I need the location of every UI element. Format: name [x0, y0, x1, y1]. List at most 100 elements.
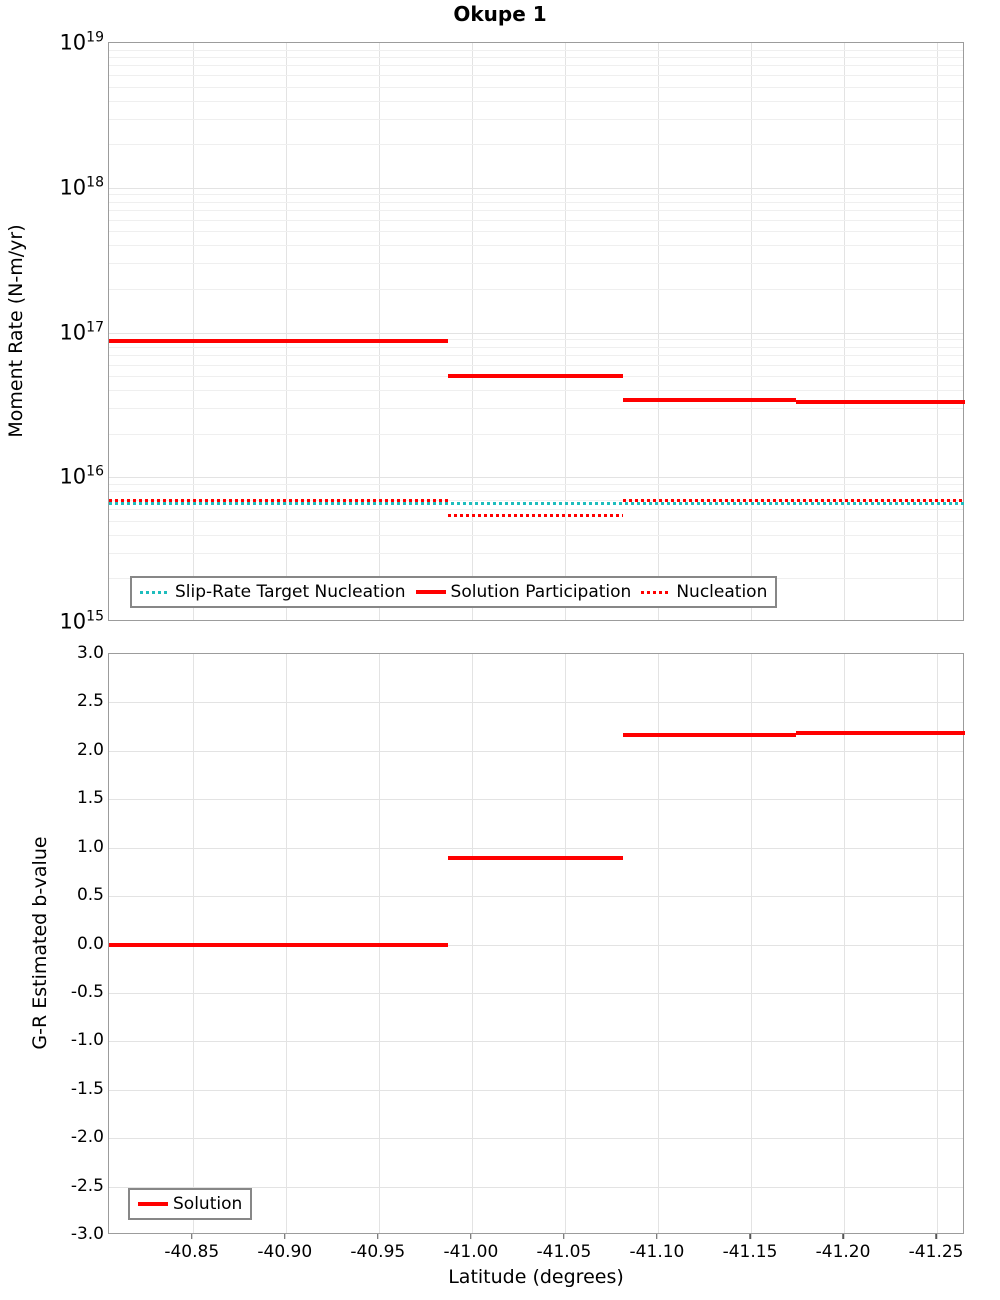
gridline-horizontal — [109, 1089, 963, 1091]
legend-label: Solution — [173, 1194, 243, 1214]
legend-moment-rate: Slip-Rate Target Nucleation Solution Part… — [130, 576, 778, 608]
gridline-horizontal — [109, 483, 963, 485]
series-segment-solution-participation — [109, 338, 448, 343]
y-tick-label-b-value: 2.5 — [76, 691, 104, 712]
gridline-horizontal — [109, 288, 963, 290]
x-tick-mark — [377, 1234, 379, 1239]
gridline-vertical — [471, 43, 473, 620]
legend-label: Solution Participation — [450, 582, 632, 602]
gridline-horizontal — [109, 201, 963, 203]
gridline-horizontal — [109, 231, 963, 233]
gridline-horizontal — [109, 992, 963, 994]
x-tick-mark — [470, 1234, 472, 1239]
gridline-horizontal — [109, 86, 963, 88]
y-axis-label-moment-rate: Moment Rate (N-m/yr) — [5, 224, 27, 438]
x-tick-label: -40.90 — [257, 1242, 313, 1262]
gridline-horizontal — [109, 944, 963, 946]
gridline-horizontal — [109, 552, 963, 554]
series-segment-nucleation — [109, 499, 448, 503]
gridline-vertical — [844, 43, 846, 620]
gridline-vertical — [378, 43, 380, 620]
y-tick-exponent: 16 — [86, 463, 104, 480]
gridline-vertical — [937, 43, 939, 620]
gridline-vertical — [564, 654, 566, 1233]
x-tick-label: -41.20 — [815, 1242, 871, 1262]
gridline-horizontal — [109, 499, 963, 501]
legend-item: Slip-Rate Target Nucleation — [140, 582, 406, 602]
gridline-horizontal — [109, 346, 963, 348]
gridline-vertical — [657, 654, 659, 1233]
gridline-horizontal — [109, 491, 963, 493]
x-tick-label: -41.00 — [443, 1242, 499, 1262]
series-segment-solution — [795, 731, 965, 736]
legend-item: Nucleation — [641, 582, 767, 602]
gridline-vertical — [844, 654, 846, 1233]
y-tick-label-b-value: 0.5 — [76, 885, 104, 906]
series-segment-nucleation — [447, 514, 623, 518]
gridline-horizontal — [109, 263, 963, 265]
gridline-vertical — [564, 43, 566, 620]
x-tick-label: -40.95 — [350, 1242, 406, 1262]
x-axis-label: Latitude (degrees) — [448, 1266, 624, 1288]
y-tick-label-b-value: 0.0 — [76, 933, 104, 954]
chart-title: Okupe 1 — [453, 2, 547, 26]
series-segment-solution-participation — [622, 398, 796, 403]
gridline-vertical — [751, 43, 752, 620]
b-value-plot-area — [108, 653, 965, 1234]
y-tick-label-moment-rate: 1016 — [59, 463, 104, 489]
y-tick-label-b-value: 1.0 — [76, 836, 104, 857]
legend-item: Solution Participation — [415, 582, 632, 602]
series-segment-solution — [109, 942, 448, 947]
legend-label: Nucleation — [676, 582, 768, 602]
x-tick-label: -41.05 — [536, 1242, 592, 1262]
series-segment-slip-rate-target-nucleation — [109, 501, 965, 505]
y-tick-label-b-value: -0.5 — [70, 981, 104, 1002]
y-tick-label-moment-rate: 1018 — [59, 174, 104, 200]
y-tick-exponent: 18 — [86, 174, 104, 191]
x-tick-label: -41.10 — [629, 1242, 685, 1262]
y-tick-label-b-value: 2.0 — [76, 739, 104, 760]
y-tick-label-b-value: 3.0 — [76, 643, 104, 663]
gridline-horizontal — [109, 433, 963, 435]
x-tick-mark — [749, 1234, 751, 1239]
y-tick-exponent: 17 — [86, 319, 104, 335]
x-tick-mark — [656, 1234, 658, 1239]
gridline-horizontal — [109, 750, 963, 752]
gridline-vertical — [937, 654, 939, 1233]
series-segment-nucleation — [622, 499, 965, 503]
gridline-horizontal — [109, 144, 963, 146]
y-tick-exponent: 19 — [86, 29, 104, 46]
y-tick-exponent: 15 — [86, 608, 104, 625]
y-axis-label-b-value: G-R Estimated b-value — [29, 836, 51, 1050]
y-tick-label-b-value: -1.5 — [70, 1078, 104, 1099]
gridline-horizontal — [109, 210, 963, 212]
legend-swatch-solid — [415, 590, 446, 594]
series-segment-solution-participation — [447, 374, 623, 379]
legend-item: Solution — [138, 1194, 242, 1214]
gridline-horizontal — [109, 75, 963, 77]
gridline-horizontal — [109, 118, 963, 120]
series-segment-solution — [447, 856, 623, 861]
gridline-horizontal — [109, 799, 963, 801]
legend-b-value: Solution — [128, 1188, 253, 1220]
gridline-vertical — [657, 43, 659, 620]
y-tick-label-b-value: 1.5 — [76, 788, 104, 809]
gridline-horizontal — [109, 390, 963, 392]
y-tick-label-b-value: -3.0 — [70, 1224, 104, 1244]
gridline-horizontal — [109, 1138, 963, 1140]
x-tick-mark — [935, 1234, 937, 1239]
gridline-horizontal — [109, 354, 963, 356]
series-segment-solution-participation — [795, 400, 965, 405]
gridline-horizontal — [109, 1186, 963, 1188]
gridline-horizontal — [109, 194, 963, 196]
x-tick-mark — [842, 1234, 844, 1239]
x-tick-mark — [190, 1234, 193, 1239]
gridline-horizontal — [109, 534, 963, 536]
y-tick-label-moment-rate: 1019 — [59, 29, 104, 55]
gridline-horizontal — [109, 702, 963, 704]
y-tick-label-moment-rate: 1015 — [59, 608, 104, 634]
gridline-horizontal — [109, 477, 963, 479]
gridline-horizontal — [109, 219, 963, 221]
y-tick-label-b-value: -2.5 — [70, 1175, 104, 1196]
